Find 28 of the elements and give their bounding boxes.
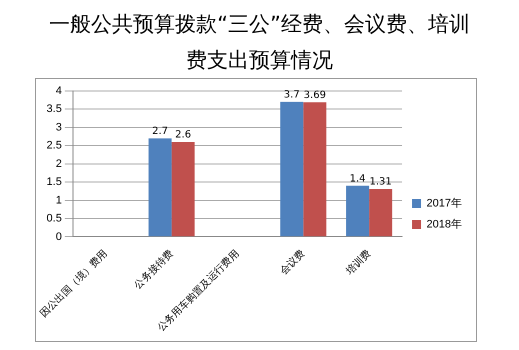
bar <box>346 186 370 236</box>
legend-label: 2017年 <box>426 198 462 210</box>
y-tick-label: 1.5 <box>46 176 62 188</box>
bar <box>303 102 326 236</box>
bar <box>369 189 392 236</box>
data-label: 3.69 <box>304 90 326 101</box>
data-label: 3.7 <box>284 90 300 101</box>
data-label: 2.6 <box>175 130 192 141</box>
y-tick-label: 3.5 <box>46 103 62 116</box>
legend-label: 2018年 <box>426 218 462 231</box>
y-tick-label: 1 <box>56 194 62 206</box>
y-tick-label: 0 <box>56 230 62 243</box>
y-tick-label: 4 <box>56 85 62 98</box>
y-tick-label: 2 <box>56 158 62 170</box>
bar <box>172 142 195 236</box>
y-tick-label: 3 <box>56 121 62 134</box>
x-tick-label: 因公出国（境）费用 <box>38 248 110 320</box>
bar <box>148 138 172 236</box>
x-tick-label: 公务接待费 <box>132 248 176 292</box>
x-tick-label: 会议费 <box>278 248 308 278</box>
bar <box>280 102 304 236</box>
x-tick-label: 培训费 <box>342 248 374 278</box>
data-label: 1.4 <box>350 173 366 184</box>
chart-title: 一般公共预算拨款“三公”经费、会议费、培训费支出预算情况 <box>48 11 471 74</box>
y-tick-label: 2.5 <box>46 140 62 152</box>
data-label: 1.31 <box>370 176 392 188</box>
y-tick-label: 0.5 <box>46 212 62 225</box>
data-label: 2.7 <box>152 126 168 137</box>
